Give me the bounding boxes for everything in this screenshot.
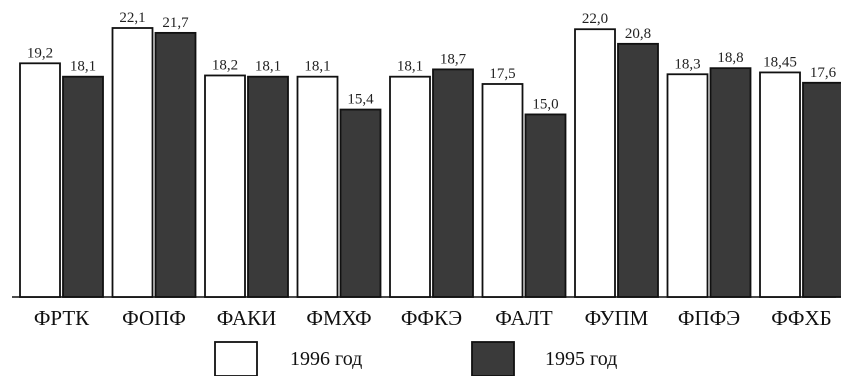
bar-series1-2 (204, 74, 246, 298)
bar-series2-1 (154, 31, 197, 298)
category-label: ФУПМ (585, 306, 649, 330)
category-label: ФПФЭ (678, 306, 740, 330)
legend: 1996 год 1995 год (214, 341, 617, 376)
bar-series1-1 (111, 27, 154, 298)
bar-series1-8 (759, 71, 801, 298)
bar-series1-7 (666, 73, 709, 298)
value-label: 20,8 (625, 26, 651, 42)
value-label: 18,8 (717, 50, 743, 66)
value-label: 18,1 (70, 59, 96, 75)
legend-label-series1: 1996 год (290, 348, 362, 370)
legend-swatch-series1 (214, 341, 258, 376)
category-label: ФАЛТ (495, 306, 553, 330)
value-label: 17,5 (489, 66, 515, 82)
category-labels-group: ФРТК ФОПФ ФАКИ ФМХФ ФФКЭ ФАЛТ ФУПМ ФПФЭ ФФХБ (34, 306, 832, 330)
bar-series1-0 (19, 62, 61, 298)
value-label: 22,0 (582, 11, 608, 27)
bar-series2-0 (62, 75, 104, 298)
bar-series2-5 (524, 113, 567, 298)
value-label: 18,2 (212, 57, 238, 73)
value-label: 18,1 (397, 59, 423, 75)
bar-series2-4 (432, 68, 474, 298)
bar-series2-2 (247, 75, 289, 298)
bar-series2-6 (617, 42, 659, 298)
bar-series2-8 (802, 81, 841, 298)
bar-series1-4 (389, 75, 431, 298)
value-label: 18,1 (304, 59, 330, 75)
value-label: 19,2 (27, 45, 53, 61)
category-label: ФФХБ (771, 306, 831, 330)
bars-group (19, 27, 841, 298)
value-label: 18,1 (255, 59, 281, 75)
category-label: ФФКЭ (401, 306, 462, 330)
value-label: 18,45 (763, 54, 797, 70)
category-label: ФОПФ (122, 306, 186, 330)
value-label: 15,0 (532, 96, 558, 112)
bar-series2-7 (709, 67, 752, 298)
category-label: ФАКИ (217, 306, 277, 330)
value-label: 15,4 (347, 92, 374, 108)
bar-series1-5 (481, 83, 524, 298)
legend-label-series2: 1995 год (545, 348, 617, 370)
value-label: 18,3 (674, 56, 700, 72)
value-label: 17,6 (810, 65, 837, 81)
bar-series2-3 (339, 108, 382, 298)
value-label: 21,7 (162, 15, 189, 31)
bar-series1-6 (574, 28, 616, 298)
legend-swatch-series2 (471, 341, 515, 376)
value-label: 18,7 (440, 51, 467, 67)
value-label: 22,1 (119, 10, 145, 26)
bar-series1-3 (296, 75, 339, 298)
value-labels-group: 19,2 18,1 22,1 21,7 18,2 18,1 18,1 15,4 18,1 18,7… (27, 10, 837, 112)
category-label: ФМХФ (306, 306, 371, 330)
category-label: ФРТК (34, 306, 90, 330)
